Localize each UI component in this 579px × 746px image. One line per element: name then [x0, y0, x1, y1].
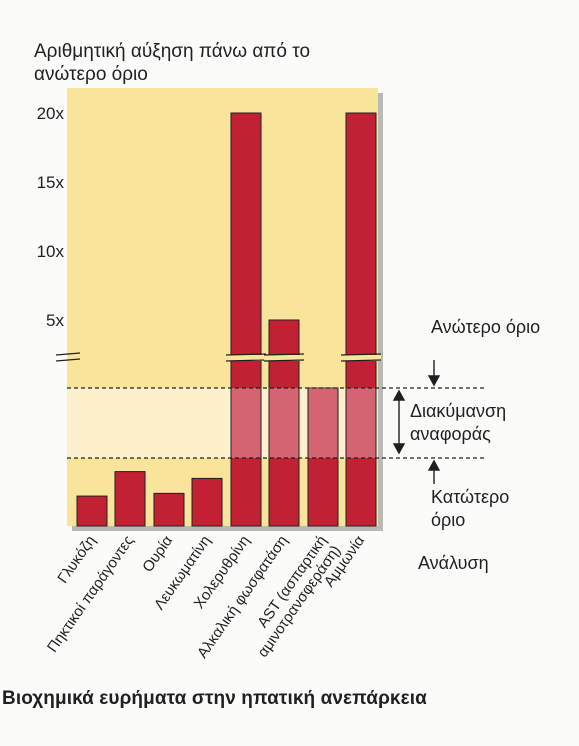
y-tick-label: 10x — [37, 242, 65, 261]
lower-limit-text: Κατώτερο όριο — [431, 487, 510, 530]
bar-break-gap — [226, 355, 266, 361]
bar-range-overlay — [308, 388, 338, 458]
bar-break-mark — [263, 353, 305, 356]
bar-range-overlay — [231, 388, 261, 458]
annotation-arrows — [392, 360, 441, 484]
bar-break-mark — [340, 359, 382, 362]
bar — [114, 471, 146, 527]
lower-limit-label: Κατώτερο όριο — [431, 486, 531, 532]
reference-range-label: Διακύμανση αναφοράς — [410, 400, 540, 446]
y-tick-label: 20x — [37, 104, 65, 123]
x-axis-label: Ανάλυση — [418, 553, 489, 573]
bar-break-gap — [341, 355, 381, 361]
bar — [230, 112, 262, 527]
bar-break-mark — [225, 359, 267, 362]
axis-break-mark — [55, 358, 81, 362]
x-category-label: Ουρία — [139, 532, 176, 575]
bar-break-gap — [264, 355, 304, 361]
figure-caption: Βιοχημικά ευρήματα στην ηπατική ανεπάρκε… — [2, 688, 427, 709]
bar — [307, 387, 339, 527]
reference-range-text: Διακύμανση αναφοράς — [410, 401, 507, 444]
y-axis-label: Αριθμητική αύξηση πάνω από το ανώτερο όρ… — [34, 41, 311, 85]
bar-range-overlay — [346, 388, 376, 458]
bar-break-mark — [263, 359, 305, 362]
y-tick-label: 15x — [37, 173, 65, 192]
x-category-label: AST (ασπαρτικήαμινοτρανσφεράση) — [240, 533, 344, 661]
bar — [153, 492, 185, 527]
y-tick-label: 5x — [46, 311, 64, 330]
upper-limit-label: Ανώτερο όριο — [431, 316, 540, 339]
bar-break-mark — [340, 353, 382, 356]
bar-break-mark — [225, 353, 267, 356]
bar — [191, 477, 223, 527]
bar — [76, 495, 108, 527]
axis-break-mark — [55, 352, 81, 356]
bar — [345, 112, 377, 527]
upper-limit-text: Ανώτερο όριο — [431, 317, 541, 337]
bar-range-overlay — [269, 388, 299, 458]
